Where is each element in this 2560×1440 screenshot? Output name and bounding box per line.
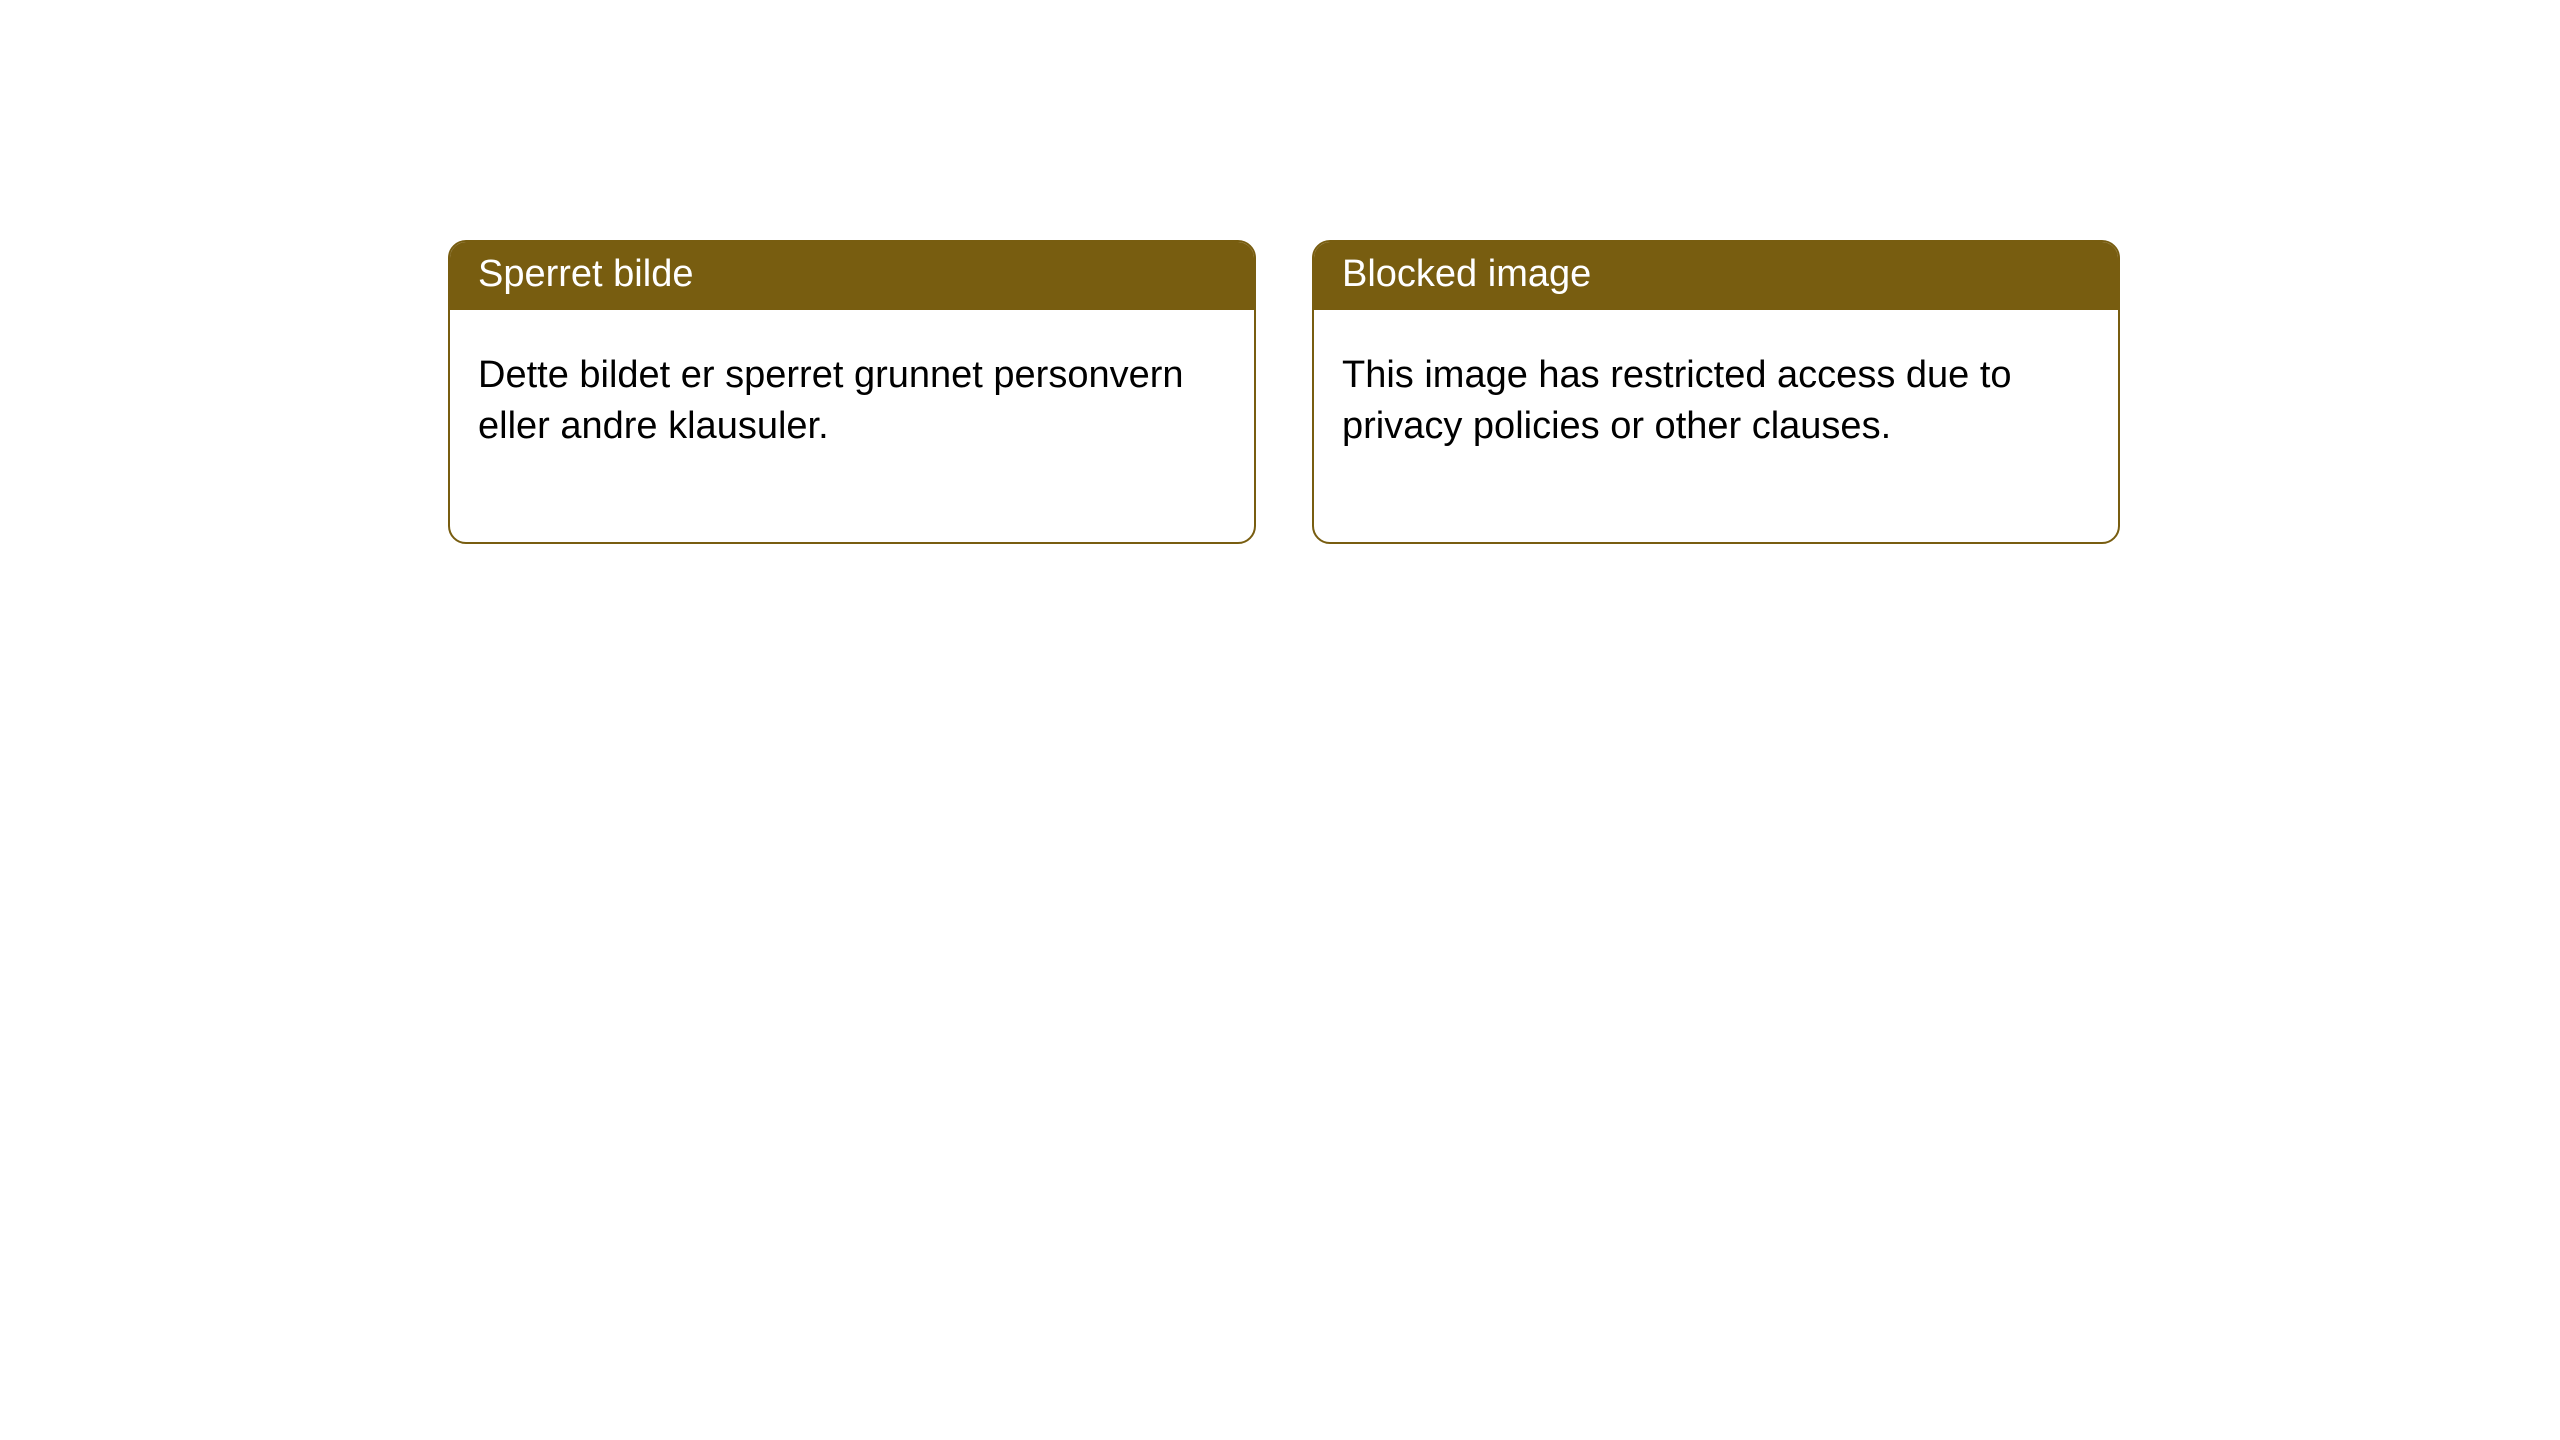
notice-card-no: Sperret bilde Dette bildet er sperret gr…: [448, 240, 1256, 544]
notice-header-en: Blocked image: [1314, 242, 2118, 310]
notice-body-no: Dette bildet er sperret grunnet personve…: [450, 310, 1254, 543]
notice-card-en: Blocked image This image has restricted …: [1312, 240, 2120, 544]
notice-container: Sperret bilde Dette bildet er sperret gr…: [448, 240, 2120, 544]
notice-header-no: Sperret bilde: [450, 242, 1254, 310]
notice-body-en: This image has restricted access due to …: [1314, 310, 2118, 543]
